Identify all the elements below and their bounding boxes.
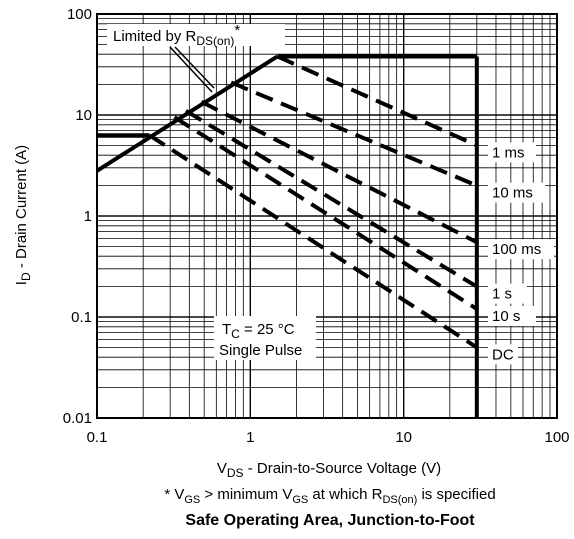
single-pulse-label: Single Pulse xyxy=(219,342,302,359)
series-label: DC xyxy=(492,346,514,363)
tick-labels: 0.1 1 10 100 0.01 0.1 1 10 100 xyxy=(63,6,570,446)
series-line-10-s xyxy=(173,115,478,311)
series-line-1-s xyxy=(184,109,478,289)
series-line-1-ms xyxy=(276,54,478,148)
y-axis-label: ID - Drain Current (A) xyxy=(13,145,33,285)
series-label-bg xyxy=(488,182,545,203)
tc-annotation-bg xyxy=(214,316,316,360)
y-tick-label: 100 xyxy=(67,6,92,23)
tc-annotation: TC = 25 °C Single Pulse xyxy=(214,316,316,360)
chart-title: Safe Operating Area, Junction-to-Foot xyxy=(185,512,475,529)
series-line-10-ms xyxy=(230,80,478,188)
boundary-lines xyxy=(95,54,479,418)
y-tick-label: 0.1 xyxy=(71,309,92,326)
rds-annotation: Limited by RDS(on)* xyxy=(107,22,285,93)
x-axis-label: VDS - Drain-to-Source Voltage (V) xyxy=(217,460,441,480)
series-label-bg xyxy=(488,344,518,365)
rds-annotation-text: Limited by RDS(on)* xyxy=(113,22,240,48)
series-line-DC xyxy=(148,133,478,350)
series-label-bg xyxy=(488,142,536,163)
series-label: 1 s xyxy=(492,286,512,303)
rds-arrow-line-2 xyxy=(174,46,215,89)
y-tick-label: 1 xyxy=(84,208,92,225)
series-label: 100 ms xyxy=(492,241,541,258)
series-label-bg xyxy=(488,239,554,260)
series-line-100-ms xyxy=(200,100,478,245)
x-tick-label: 10 xyxy=(395,429,412,446)
rds-annotation-bg xyxy=(107,24,285,46)
series-label-bg xyxy=(488,306,536,327)
rds-arrow-line xyxy=(169,46,213,93)
series-label: 1 ms xyxy=(492,144,525,161)
footnote: * VGS > minimum VGS at which RDS(on) is … xyxy=(164,486,496,506)
plot-frame xyxy=(96,13,558,419)
series-label: 10 ms xyxy=(492,185,533,202)
series-label-bg xyxy=(488,283,527,304)
x-tick-label: 100 xyxy=(544,429,569,446)
x-tick-label: 0.1 xyxy=(87,429,108,446)
series-label: 10 s xyxy=(492,308,520,325)
x-tick-label: 1 xyxy=(246,429,254,446)
series-lines xyxy=(148,54,478,350)
y-tick-label: 0.01 xyxy=(63,410,92,427)
series-labels: 1 ms 10 ms 100 ms 1 s 10 s DC xyxy=(488,142,554,365)
tc-label: TC = 25 °C xyxy=(222,321,295,341)
boundary-line xyxy=(95,54,279,173)
y-tick-label: 10 xyxy=(75,107,92,124)
